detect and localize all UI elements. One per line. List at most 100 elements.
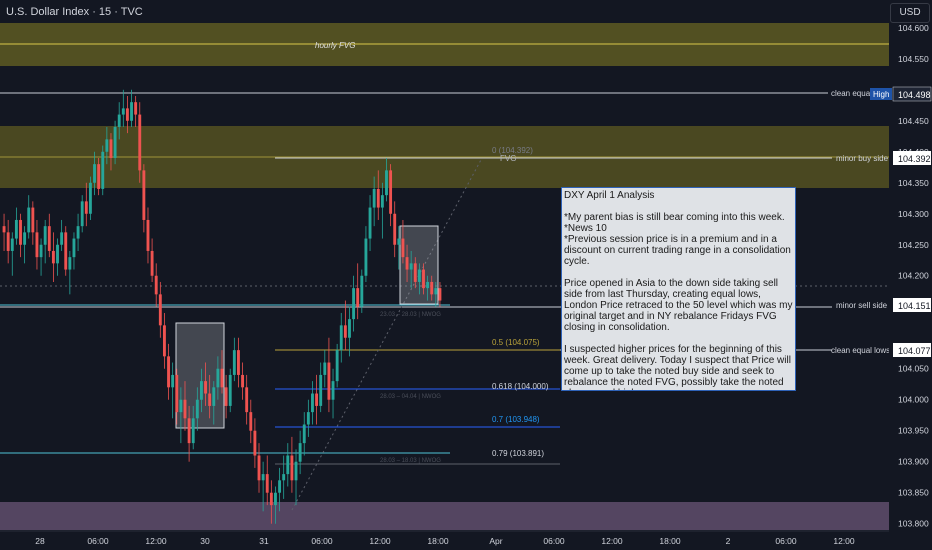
candle — [438, 281, 442, 307]
candle — [327, 337, 331, 413]
candle-body — [352, 288, 356, 320]
candle-body — [360, 275, 364, 307]
candle — [265, 455, 269, 506]
candle-body — [56, 244, 59, 264]
price-axis[interactable]: 104.600104.550104.450104.400104.350104.3… — [870, 0, 932, 550]
candle-body — [101, 151, 105, 189]
candle — [319, 362, 323, 413]
candle-body — [31, 207, 35, 233]
fib-0-label: 0 (104.392) — [492, 146, 533, 155]
candle-body — [10, 238, 14, 251]
candle-body — [294, 461, 298, 481]
price-badge-minor-buy-side: 104.392 — [893, 151, 931, 165]
candle — [121, 89, 125, 127]
candle — [84, 182, 88, 227]
candle — [125, 95, 129, 134]
candle-body — [39, 244, 43, 258]
candle — [142, 164, 146, 233]
candle — [175, 368, 179, 425]
candle-body — [51, 250, 55, 264]
candle — [88, 176, 92, 220]
candle — [331, 368, 335, 419]
candle — [150, 238, 154, 282]
currency-button[interactable]: USD — [890, 3, 930, 23]
candle — [220, 350, 224, 394]
candle — [27, 195, 31, 239]
candle — [269, 480, 273, 524]
candle — [35, 219, 39, 270]
candle — [352, 275, 356, 332]
candle — [343, 300, 347, 351]
candle — [385, 157, 388, 202]
nwog-label-2: 28.03 – 04.04 | NWOG — [380, 394, 441, 400]
candle-body — [426, 281, 430, 289]
candle — [257, 443, 261, 493]
candle — [335, 343, 339, 388]
candle-body — [245, 387, 249, 413]
candle-body — [19, 219, 22, 245]
candle-body — [237, 350, 240, 375]
candle-body — [422, 269, 425, 289]
candle — [64, 226, 68, 276]
candle — [212, 381, 216, 425]
candle — [43, 219, 47, 264]
candle — [274, 486, 277, 524]
candle-body — [356, 288, 360, 307]
candle — [19, 213, 22, 258]
x-tick-label: 30 — [200, 536, 210, 546]
candle-body — [385, 170, 388, 196]
candle-body — [323, 362, 327, 375]
x-tick-label: 06:00 — [311, 536, 333, 546]
candle-body — [72, 238, 76, 258]
candle — [311, 381, 314, 425]
x-tick-label: Apr — [489, 536, 502, 546]
candle — [409, 250, 413, 289]
candle — [93, 151, 96, 196]
candle-body — [88, 182, 92, 214]
x-tick-label: 12:00 — [145, 536, 167, 546]
candle — [241, 362, 244, 400]
candle — [97, 157, 101, 196]
price-badge-clean-equal-lows-value: 104.077 — [898, 346, 931, 356]
candle-body — [405, 257, 409, 270]
candle — [380, 182, 384, 239]
candle-body — [47, 226, 51, 251]
candle-body — [368, 207, 372, 239]
x-tick-label: 31 — [259, 536, 269, 546]
candle — [187, 405, 191, 462]
x-tick-label: 12:00 — [833, 536, 855, 546]
candle — [2, 213, 6, 251]
y-tick-label: 103.950 — [898, 426, 929, 436]
time-axis[interactable]: 28 06:00 12:00 30 31 06:00 12:00 18:00 Apr 06:00 1… — [0, 530, 889, 550]
chart-text-labels: hourly FVG FVG 0 (104.392) 0.5 (104.075)… — [315, 41, 890, 464]
candle-body — [372, 188, 376, 208]
candle — [434, 281, 438, 307]
candle-body — [93, 164, 96, 183]
candle — [323, 350, 327, 388]
y-tick-label: 104.550 — [898, 54, 929, 64]
price-badge-bg — [893, 151, 931, 165]
candle-body — [286, 455, 290, 475]
candle-body — [2, 226, 6, 233]
candle-body — [302, 424, 306, 444]
candle — [216, 356, 220, 400]
level-label-clean-equal: clean equal — [831, 89, 872, 98]
analysis-note[interactable]: DXY April 1 Analysis *My parent bias is … — [561, 187, 796, 391]
candle-body — [331, 381, 335, 400]
candle — [105, 126, 109, 165]
candle — [162, 312, 166, 369]
candle-body — [200, 381, 203, 400]
candle-body — [249, 412, 253, 431]
candle-body — [14, 219, 18, 239]
candle — [348, 306, 351, 357]
candle — [6, 219, 10, 264]
candle-body — [121, 108, 125, 115]
candle — [51, 232, 55, 282]
candle — [56, 238, 59, 276]
candle — [179, 387, 183, 444]
candle-body — [290, 455, 294, 481]
candle-body — [401, 238, 405, 258]
candle-body — [84, 201, 88, 214]
candle — [356, 263, 360, 320]
y-tick-label: 104.050 — [898, 364, 929, 374]
